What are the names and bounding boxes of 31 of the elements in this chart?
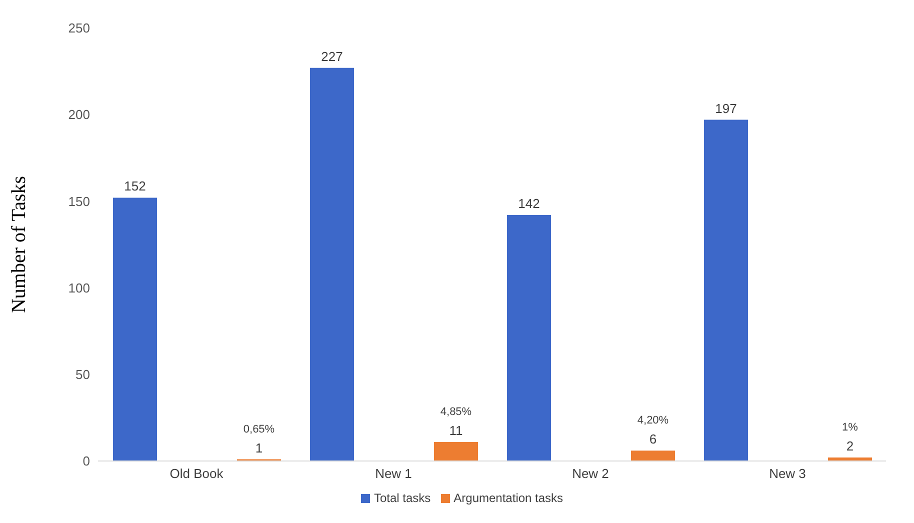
data-label: 6 [649,432,657,447]
x-tick-label: New 2 [572,466,609,482]
data-label: 11 [449,422,463,438]
annotation: 1% [842,422,858,434]
bar [113,198,157,461]
bar [434,442,478,461]
x-tick-label: New 3 [769,466,806,482]
data-label: 152 [124,178,146,194]
y-tick-label: 50 [76,367,90,382]
y-tick-label: 200 [68,107,90,122]
annotation: 4,85% [440,406,472,418]
y-tick-label: 0 [82,454,90,469]
legend-label: Total tasks [374,491,431,505]
y-tick-label: 250 [68,20,90,36]
legend-label: Argumentation tasks [454,491,564,505]
data-label: 197 [715,100,737,116]
data-label: 142 [518,196,540,212]
data-label: 227 [321,48,343,64]
x-tick-label: Old Book [170,466,224,482]
y-axis-title: Number of Tasks [8,176,30,314]
y-tick-label: 150 [68,194,90,209]
bar [507,215,551,461]
bar [310,68,354,461]
data-label: 2 [846,438,854,454]
bar [631,450,675,461]
y-tick-label: 100 [68,280,90,296]
x-tick-label: New 1 [375,466,412,482]
bar [704,120,748,461]
data-label: 1 [255,440,263,456]
annotation: 4,20% [637,414,669,427]
annotation: 0,65% [243,423,275,436]
